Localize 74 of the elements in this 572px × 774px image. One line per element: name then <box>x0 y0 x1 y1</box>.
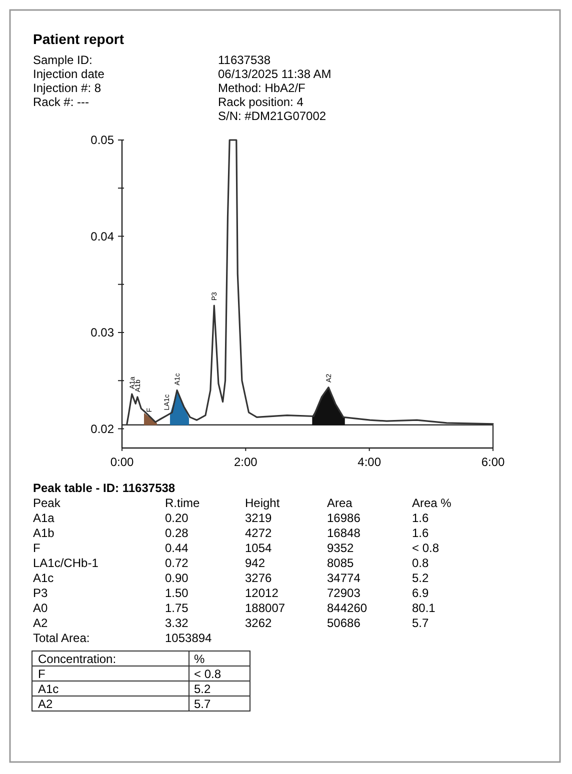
text: Height <box>245 496 280 510</box>
text: A0 <box>33 601 48 615</box>
text: 0.28 <box>165 526 189 540</box>
text: A1a <box>33 511 55 525</box>
text: < 0.8 <box>412 541 440 555</box>
chart-title: Patient report <box>33 31 124 47</box>
text: A1c <box>38 682 59 696</box>
text: Peak table - ID: 11637538 <box>33 481 176 495</box>
text: 3219 <box>245 511 272 525</box>
text: 3276 <box>245 571 272 585</box>
text: A2 <box>33 616 48 630</box>
text: < 0.8 <box>194 667 222 681</box>
y-tick-label: 0.04 <box>90 229 114 244</box>
text: Area % <box>412 496 452 510</box>
text: Peak <box>33 496 62 510</box>
text: 3.32 <box>165 616 189 630</box>
text: 1.6 <box>412 526 430 540</box>
text: Area <box>327 496 353 510</box>
text: 0.90 <box>165 571 189 585</box>
text: 0.72 <box>165 556 189 570</box>
text: 3262 <box>245 616 272 630</box>
y-tick-label: 0.03 <box>90 326 114 340</box>
x-tick-label: 6:00 <box>481 455 505 469</box>
x-tick-label: 0:00 <box>110 455 134 469</box>
text: Rack #: --- <box>33 95 90 109</box>
text: Rack position: 4 <box>218 95 304 109</box>
text: 8085 <box>327 556 354 570</box>
text: 6.9 <box>412 586 430 600</box>
x-tick-label: 4:00 <box>358 455 382 469</box>
text: 5.7 <box>412 616 430 630</box>
text: 1053894 <box>165 631 212 645</box>
text: Sample ID: <box>33 53 92 67</box>
text: 1.6 <box>412 511 430 525</box>
text: 06/13/2025 11:38 AM <box>218 67 332 81</box>
text: A1c <box>33 571 54 585</box>
text: R.time <box>165 496 200 510</box>
text: A2 <box>38 697 54 711</box>
text: 1054 <box>245 541 272 555</box>
text: 4272 <box>245 526 272 540</box>
text: 844260 <box>327 601 368 615</box>
text: 1.75 <box>165 601 189 615</box>
text: Total Area: <box>33 631 90 645</box>
text: 16986 <box>327 511 361 525</box>
text: 5.7 <box>194 697 212 711</box>
text: P3 <box>33 586 48 600</box>
text: 0.8 <box>412 556 430 570</box>
text: 942 <box>245 556 266 570</box>
text: 12012 <box>245 586 279 600</box>
text: 5.2 <box>194 682 212 696</box>
text: F <box>38 667 46 681</box>
text: % <box>194 652 205 666</box>
text: 1.50 <box>165 586 189 600</box>
text: 16848 <box>327 526 361 540</box>
text: LA1c/CHb-1 <box>33 556 99 570</box>
text: Concentration: <box>38 652 116 666</box>
text: 34774 <box>327 571 361 585</box>
text: 9352 <box>327 541 354 555</box>
text: A1b <box>33 526 55 540</box>
y-tick-label: 0.02 <box>90 422 114 436</box>
text: Injection #: 8 <box>33 81 102 95</box>
text: F <box>33 541 40 555</box>
text: Injection date <box>33 67 105 81</box>
text: 50686 <box>327 616 361 630</box>
x-tick-label: 2:00 <box>234 455 258 469</box>
text: 72903 <box>327 586 361 600</box>
text: S/N: #DM21G07002 <box>218 109 326 123</box>
text: 188007 <box>245 601 286 615</box>
text: Method: HbA2/F <box>218 81 306 95</box>
y-tick-label: 0.05 <box>90 133 114 148</box>
text: 5.2 <box>412 571 430 585</box>
text: 80.1 <box>412 601 436 615</box>
text: 0.44 <box>165 541 189 555</box>
text: 11637538 <box>218 53 271 67</box>
text: 0.20 <box>165 511 189 525</box>
